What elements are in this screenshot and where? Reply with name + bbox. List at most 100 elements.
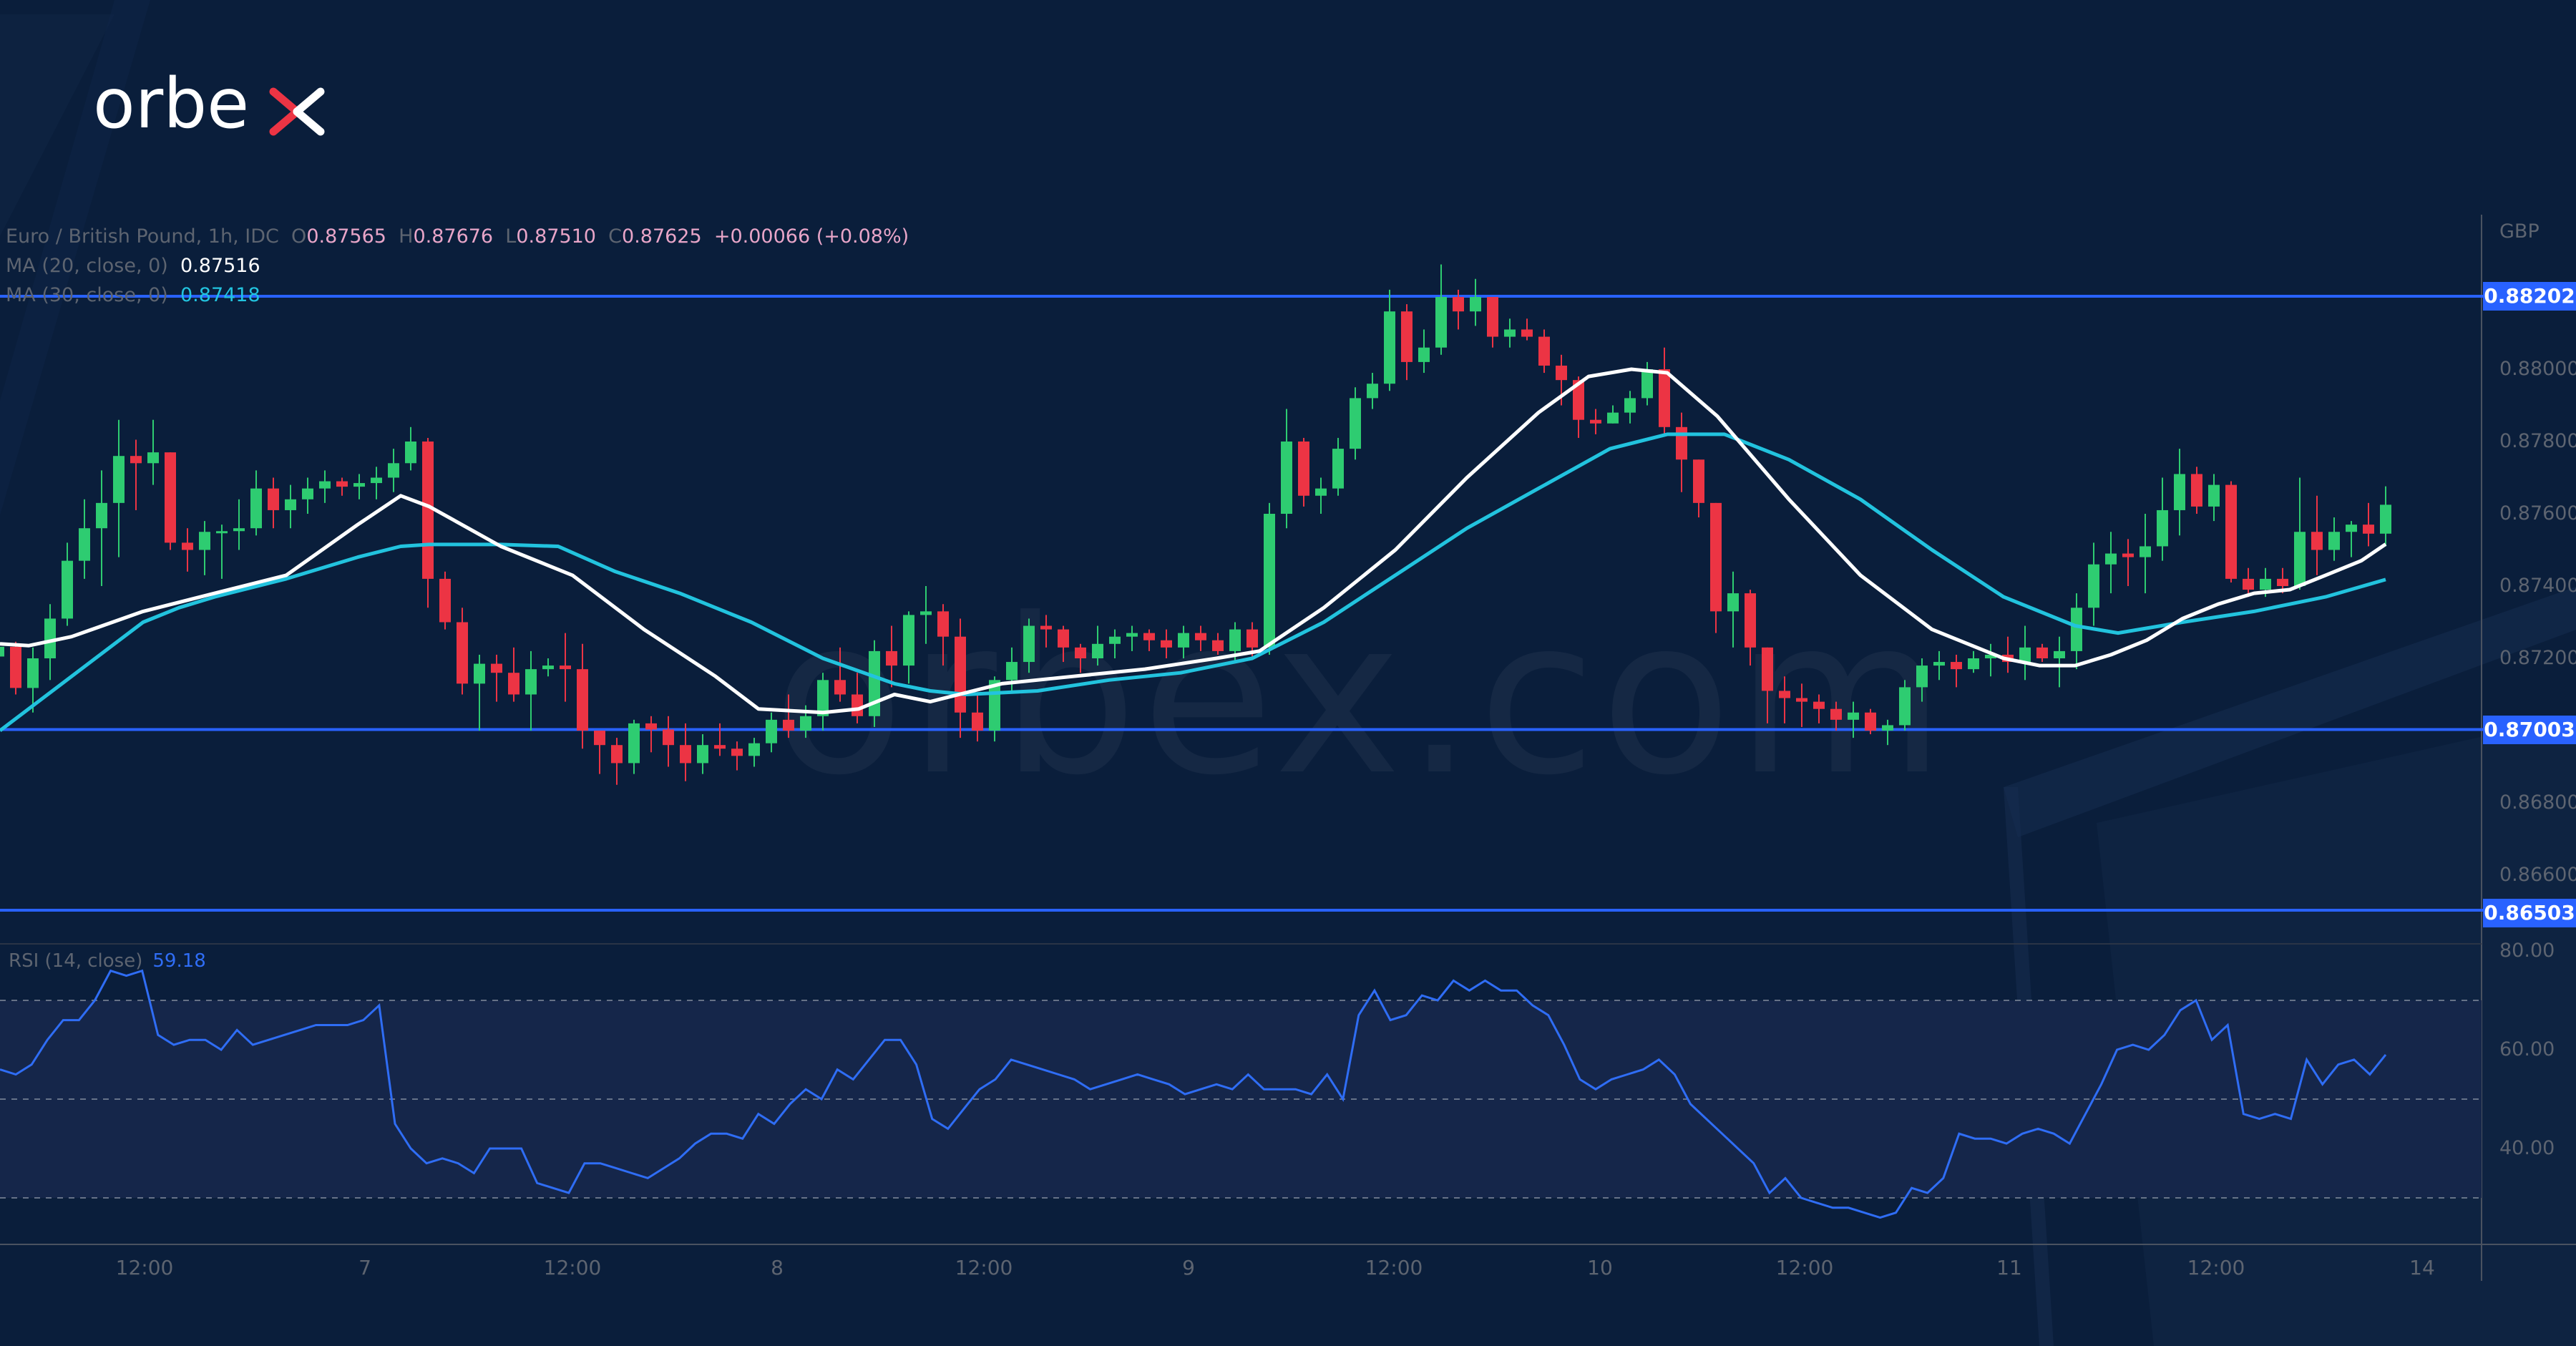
candle-body: [1693, 459, 1704, 503]
candle-body: [44, 618, 56, 658]
logo-x-icon: [269, 87, 325, 136]
candle-body: [1985, 654, 1996, 658]
candle-body: [886, 650, 897, 666]
candle-body: [869, 650, 880, 716]
time-tick: 8: [771, 1256, 784, 1279]
candle-body: [1504, 329, 1516, 337]
rsi-tick: 60.00: [2499, 1038, 2555, 1060]
candle-body: [405, 442, 416, 464]
candle-body: [766, 719, 777, 743]
ma30-row: MA (30, close, 0) 0.87418: [6, 281, 909, 310]
candle-body: [645, 723, 657, 730]
candle-body: [2243, 578, 2254, 590]
rsi-line: [0, 969, 2387, 1219]
candle-body: [1710, 502, 1722, 612]
candle-body: [2140, 546, 2151, 557]
candle-body: [1126, 633, 1138, 637]
candle-body: [1556, 365, 1567, 381]
time-tick: 10: [1587, 1256, 1613, 1279]
candle-body: [474, 663, 485, 684]
candle-body: [731, 748, 743, 756]
ma20-line: [0, 367, 2387, 715]
time-tick: 9: [1182, 1256, 1195, 1279]
candle-body: [525, 669, 537, 695]
candle-body: [1813, 701, 1825, 709]
candle-body: [2122, 553, 2134, 557]
change-value: +0.00066 (+0.08%): [713, 225, 909, 248]
candle-body: [594, 731, 605, 746]
candle-body: [1624, 398, 1636, 413]
candle-body: [0, 646, 4, 657]
ma20-label: MA (20, close, 0): [6, 255, 168, 277]
time-tick: 12:00: [2187, 1256, 2245, 1279]
candle-body: [1865, 712, 1876, 731]
candle-body: [2191, 474, 2202, 507]
candle-body: [1745, 593, 1756, 648]
candle-body: [834, 680, 846, 695]
candle-body: [2380, 504, 2391, 534]
candle-body: [1332, 449, 1344, 489]
candle-body: [353, 483, 365, 487]
candle-body: [1590, 419, 1601, 424]
candle-body: [903, 615, 914, 666]
candle-body: [1418, 347, 1430, 362]
candle-body: [1538, 336, 1550, 366]
candle-body: [577, 669, 588, 731]
candle-body: [62, 560, 73, 619]
candle-body: [336, 481, 348, 487]
candle-body: [2105, 553, 2117, 565]
candle-body: [2174, 474, 2185, 510]
candle-body: [1968, 658, 1979, 670]
candle-body: [2225, 484, 2237, 579]
candle-body: [1281, 442, 1292, 514]
rsi-value: 59.18: [152, 950, 206, 972]
candle-body: [2346, 525, 2357, 532]
candle-body: [611, 745, 623, 764]
candle-body: [2277, 578, 2288, 586]
price-tick: 0.87800: [2499, 430, 2576, 452]
candle-body: [1401, 311, 1413, 362]
candle-body: [1727, 593, 1739, 612]
candle-body: [955, 636, 966, 713]
candle-body: [1109, 636, 1121, 644]
candle-body: [1384, 311, 1395, 384]
candle-body: [130, 456, 142, 464]
candle-body: [1178, 633, 1189, 648]
candle-body: [748, 743, 760, 756]
candle-body: [285, 499, 296, 510]
resistance-level-tag[interactable]: 0.88202: [2483, 282, 2576, 311]
price-tick: 0.86800: [2499, 791, 2576, 814]
candle-body: [1040, 625, 1052, 630]
candle-body: [1246, 629, 1258, 648]
time-tick: 12:00: [1775, 1256, 1834, 1279]
candle-body: [250, 488, 262, 529]
candle-body: [79, 528, 90, 561]
price-tick: 0.88000: [2499, 358, 2576, 380]
candle-body: [1830, 708, 1842, 720]
candle-body: [542, 665, 554, 670]
candle-body: [697, 745, 708, 764]
ohlc-row: Euro / British Pound, 1h, IDC O0.87565 H…: [6, 222, 909, 251]
open-label: O: [291, 225, 307, 248]
support-level-tag[interactable]: 0.87003: [2483, 716, 2576, 744]
candle-body: [628, 723, 640, 764]
candle-body: [319, 481, 331, 489]
candle-body: [1470, 297, 1481, 312]
candle-body: [1916, 665, 1928, 688]
candle-body: [1367, 384, 1378, 399]
close-label: C: [608, 225, 623, 248]
candle-body: [2328, 532, 2340, 550]
candle-body: [199, 532, 210, 550]
candle-body: [1315, 488, 1327, 496]
ma30-label: MA (30, close, 0): [6, 284, 168, 306]
symbol-title: Euro / British Pound, 1h, IDC: [6, 225, 279, 248]
candle-body: [920, 611, 932, 615]
candle-body: [1023, 625, 1035, 663]
lower-support-level-tag[interactable]: 0.86503: [2483, 899, 2576, 927]
time-tick: 14: [2409, 1256, 2435, 1279]
candle-body: [268, 488, 279, 510]
candle-body: [2363, 525, 2374, 534]
candle-body: [165, 452, 176, 543]
candle-body: [2071, 608, 2082, 651]
